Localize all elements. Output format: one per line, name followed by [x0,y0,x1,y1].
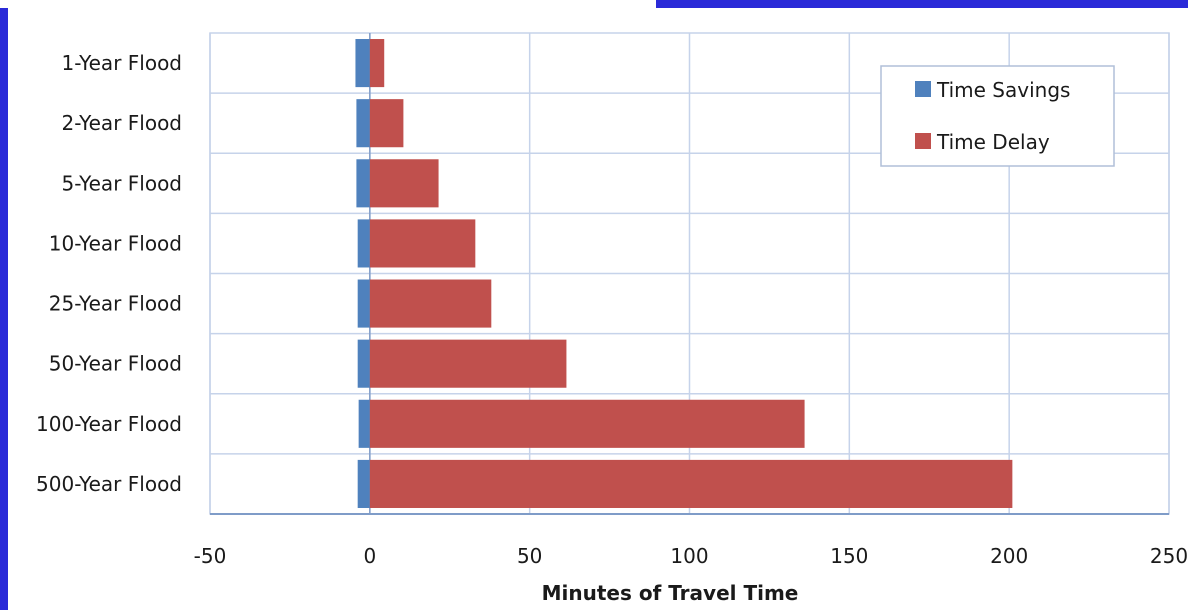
category-label-50-year-flood: 50-Year Flood [49,352,182,376]
bar-time-delay-5-year-flood [369,159,439,208]
bar-time-savings-5-year-flood [356,159,370,208]
category-label-1-year-flood: 1-Year Flood [62,51,183,75]
legend-swatch-time-savings [915,81,931,97]
bar-time-delay-2-year-flood [369,99,404,148]
x-axis-title: Minutes of Travel Time [542,581,799,605]
bar-time-savings-1-year-flood [355,39,370,88]
bar-time-savings-10-year-flood [357,219,370,268]
category-label-2-year-flood: 2-Year Flood [62,111,183,135]
category-label-10-year-flood: 10-Year Flood [49,231,182,255]
legend: Time Savings Time Delay [880,65,1115,167]
bar-time-delay-25-year-flood [369,279,492,328]
x-tick-label-4: 150 [830,544,868,568]
x-tick-label-3: 100 [670,544,708,568]
x-tick-label-6: 250 [1150,544,1188,568]
x-tick-label-0: -50 [194,544,227,568]
x-tick-labels: -50 0 50 100 150 200 250 [194,544,1188,568]
category-label-5-year-flood: 5-Year Flood [62,171,183,195]
bar-time-savings-2-year-flood [356,99,370,148]
bar-time-delay-100-year-flood [369,399,805,448]
bar-time-delay-50-year-flood [369,339,567,388]
category-labels: 1-Year Flood 2-Year Flood 5-Year Flood 10-Y… [36,51,182,496]
bar-time-savings-50-year-flood [357,339,370,388]
bar-time-delay-500-year-flood [369,459,1013,508]
category-label-500-year-flood: 500-Year Flood [36,472,182,496]
bar-time-savings-100-year-flood [358,399,370,448]
bar-time-delay-10-year-flood [369,219,476,268]
legend-swatch-time-delay [915,133,931,149]
category-label-100-year-flood: 100-Year Flood [36,412,182,436]
x-tick-label-2: 50 [517,544,542,568]
x-tick-label-5: 200 [990,544,1028,568]
x-tick-label-1: 0 [363,544,376,568]
bar-time-savings-25-year-flood [357,279,370,328]
category-label-25-year-flood: 25-Year Flood [49,292,182,316]
bar-time-delay-1-year-flood [369,39,385,88]
legend-label-time-savings: Time Savings [936,78,1070,102]
bars [355,39,1013,508]
bar-time-savings-500-year-flood [357,459,370,508]
slide-top-band [0,0,656,8]
legend-label-time-delay: Time Delay [936,130,1050,154]
